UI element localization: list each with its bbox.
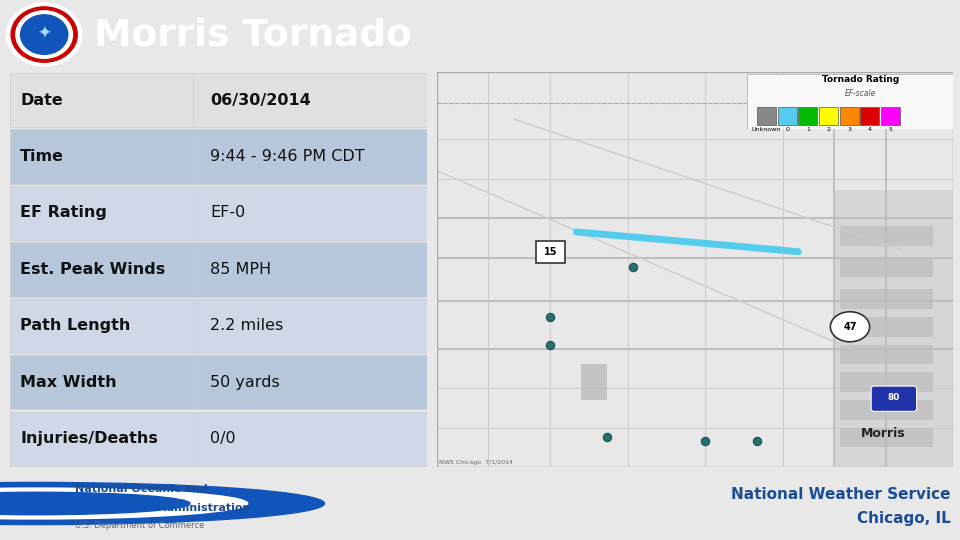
Text: U.S. Department of Commerce: U.S. Department of Commerce (75, 522, 204, 530)
Circle shape (12, 7, 77, 62)
Text: Est. Peak Winds: Est. Peak Winds (20, 262, 165, 277)
Text: ✦: ✦ (37, 24, 51, 42)
Bar (840, 289, 932, 309)
Bar (757, 107, 776, 125)
Bar (582, 364, 608, 400)
Text: EF-0: EF-0 (210, 206, 246, 220)
Bar (799, 107, 817, 125)
Text: EF-scale: EF-scale (845, 89, 876, 98)
Bar (10, 355, 427, 409)
Bar (840, 400, 932, 420)
Text: Morris Tornado: Morris Tornado (94, 17, 412, 53)
FancyBboxPatch shape (871, 386, 917, 411)
Bar (778, 107, 797, 125)
Text: 2.2 miles: 2.2 miles (210, 319, 283, 333)
Bar (860, 107, 879, 125)
Text: 5: 5 (889, 127, 893, 132)
Bar (10, 73, 427, 127)
Bar (840, 428, 932, 447)
Bar (10, 412, 427, 466)
Bar (10, 130, 427, 184)
Text: Atmospheric Administration: Atmospheric Administration (75, 503, 251, 514)
Text: National Weather Service: National Weather Service (731, 487, 950, 502)
Text: Tornado Rating: Tornado Rating (822, 76, 899, 84)
Text: 85 MPH: 85 MPH (210, 262, 271, 277)
Circle shape (20, 15, 68, 55)
Text: 2: 2 (827, 127, 830, 132)
Text: Unknown: Unknown (752, 127, 781, 132)
Text: 06/30/2014: 06/30/2014 (210, 92, 311, 107)
Bar (881, 107, 900, 125)
Bar (840, 345, 932, 364)
Bar (840, 226, 932, 246)
Circle shape (830, 312, 870, 342)
Bar (840, 372, 932, 392)
Text: Morris: Morris (861, 427, 906, 440)
Text: 0/0: 0/0 (210, 431, 235, 447)
Text: 15: 15 (543, 247, 557, 256)
Circle shape (15, 11, 73, 58)
Text: 80: 80 (888, 394, 900, 402)
Text: Injuries/Deaths: Injuries/Deaths (20, 431, 157, 447)
Bar (840, 258, 932, 278)
Text: 3: 3 (847, 127, 852, 132)
Circle shape (0, 488, 248, 519)
Text: 1: 1 (805, 127, 810, 132)
Text: 4: 4 (868, 127, 872, 132)
Bar (10, 186, 427, 240)
Text: Max Width: Max Width (20, 375, 117, 390)
Text: Date: Date (20, 92, 62, 107)
Text: NWS Chicago  7/1/2014: NWS Chicago 7/1/2014 (440, 460, 514, 465)
Text: 9:44 - 9:46 PM CDT: 9:44 - 9:46 PM CDT (210, 149, 365, 164)
Text: 50 yards: 50 yards (210, 375, 279, 390)
Bar (10, 242, 427, 296)
Text: 47: 47 (843, 322, 856, 332)
Bar (834, 191, 953, 467)
Text: Time: Time (20, 149, 64, 164)
Bar (10, 299, 427, 353)
Text: National Oceanic and: National Oceanic and (75, 484, 207, 495)
Bar (536, 241, 564, 263)
Text: 0: 0 (785, 127, 789, 132)
Circle shape (7, 3, 82, 66)
Circle shape (0, 482, 324, 524)
Text: Chicago, IL: Chicago, IL (856, 511, 950, 526)
Text: Path Length: Path Length (20, 319, 131, 333)
Bar (819, 107, 838, 125)
Bar (840, 107, 858, 125)
Text: EF Rating: EF Rating (20, 206, 107, 220)
Circle shape (0, 492, 190, 515)
Bar (840, 317, 932, 336)
